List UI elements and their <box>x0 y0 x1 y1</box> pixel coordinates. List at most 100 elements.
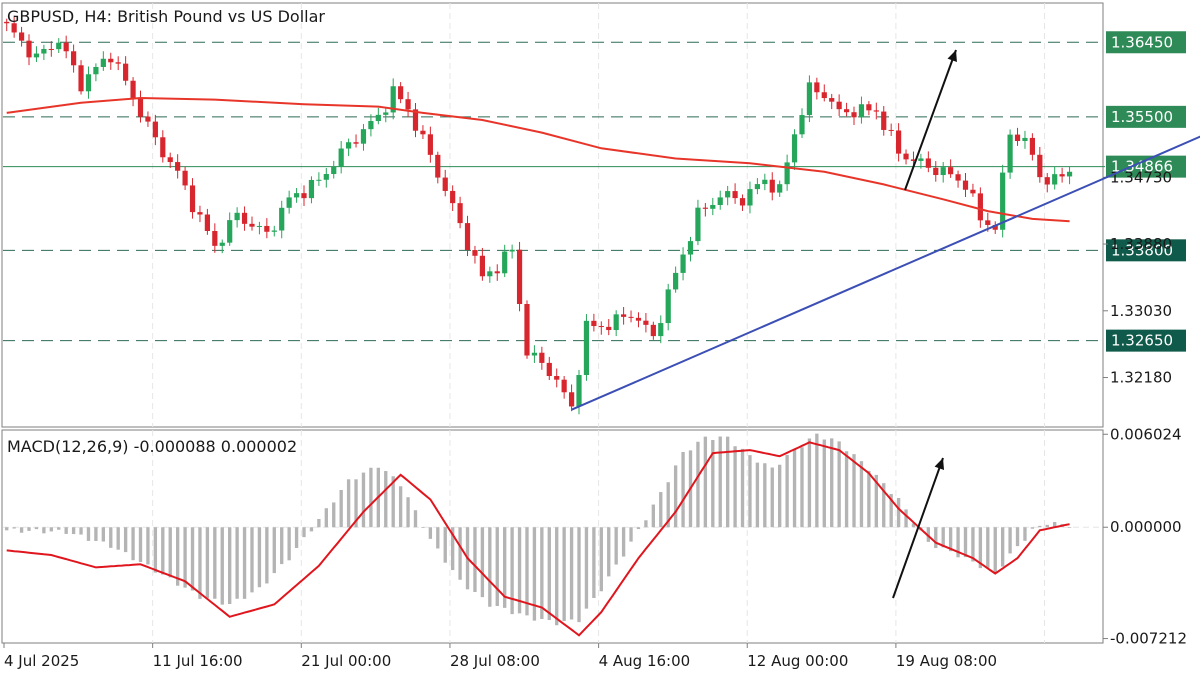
candle-body <box>821 92 827 99</box>
candle-body <box>93 66 99 75</box>
price-arrow-shaft <box>904 49 957 191</box>
candle-body <box>658 323 664 337</box>
candle-body <box>234 212 240 221</box>
macd-title: MACD(12,26,9) -0.000088 0.000002 <box>7 437 297 456</box>
candle-body <box>48 48 54 50</box>
candle-body <box>1059 174 1065 177</box>
candle-body <box>78 65 84 92</box>
macd-panel-frame <box>1 429 1104 644</box>
candle-body <box>992 224 998 230</box>
macd-axis-label: -0.007212 <box>1110 630 1187 648</box>
candle-body <box>858 104 865 118</box>
candle-body <box>472 250 478 256</box>
candle-body <box>182 170 188 186</box>
candle-body <box>814 82 820 93</box>
candle-body <box>293 193 300 198</box>
candle-body <box>487 271 493 277</box>
macd-signal-line <box>6 441 1070 637</box>
level-tag <box>1106 105 1186 128</box>
candle-body <box>613 314 619 331</box>
candle-body <box>777 184 783 193</box>
level-tag-label: 1.33800 <box>1111 241 1173 259</box>
candle-body <box>1007 134 1013 173</box>
level-tag <box>1106 31 1186 54</box>
macd-arrow-head <box>934 458 945 471</box>
candle-body <box>739 198 746 206</box>
macd-arrow-shaft <box>892 457 944 599</box>
candle-body <box>635 317 642 321</box>
candle-body <box>56 42 62 50</box>
candle-body <box>398 86 404 100</box>
candle-body <box>576 375 582 407</box>
candle-body <box>390 86 396 113</box>
candle-body <box>353 142 359 144</box>
candle-body <box>799 115 805 135</box>
candle-body <box>368 121 374 130</box>
candle-body <box>137 98 144 117</box>
candle-body <box>910 159 917 161</box>
candle-body <box>1022 137 1028 142</box>
candle-body <box>888 129 894 131</box>
price-axis-label: 1.32180 <box>1110 369 1172 387</box>
candle-body <box>1000 172 1006 230</box>
time-axis-label: 11 Jul 16:00 <box>153 652 243 670</box>
candle-body <box>918 158 924 161</box>
candle-body <box>725 191 731 198</box>
candle-body <box>843 109 850 113</box>
candle-body <box>405 99 411 110</box>
candle-body <box>383 112 389 115</box>
time-axis-label: 19 Aug 08:00 <box>896 652 997 670</box>
level-tag-label: 1.35500 <box>1111 108 1173 126</box>
candle-body <box>784 162 790 185</box>
candle-body <box>26 40 32 58</box>
candle-body <box>286 197 292 208</box>
candle-body <box>256 225 263 227</box>
candle-body <box>732 191 738 199</box>
candle-body <box>160 137 166 158</box>
candle-body <box>628 316 634 318</box>
candle-body <box>175 162 181 171</box>
candle-body <box>11 23 17 33</box>
candle-body <box>561 379 567 393</box>
candle-body <box>568 392 575 407</box>
moving-average-line <box>6 96 1070 223</box>
candle-body <box>650 324 656 337</box>
candle-body <box>531 352 538 356</box>
candle-body <box>123 63 129 81</box>
candle-body <box>1037 154 1043 178</box>
candle-body <box>33 53 40 58</box>
candle-body <box>494 271 500 274</box>
candle-body <box>1066 171 1073 177</box>
candle-body <box>479 255 485 277</box>
candle-body <box>420 130 426 135</box>
price-axis-label: 1.33880 <box>1110 235 1172 253</box>
candle-body <box>18 32 25 41</box>
candle-body <box>873 110 879 112</box>
candle-body <box>212 230 218 246</box>
price-arrow-head <box>947 50 957 63</box>
price-panel-frame <box>1 2 1104 428</box>
candle-body <box>71 51 77 66</box>
candle-body <box>591 320 597 327</box>
candle-body <box>970 189 976 194</box>
candle-body <box>338 148 344 167</box>
price-axis-label: 1.34730 <box>1110 168 1172 186</box>
candle-body <box>985 220 991 225</box>
candle-body <box>4 21 10 24</box>
candle-body <box>962 180 969 190</box>
candle-body <box>903 153 909 160</box>
candle-body <box>762 179 768 185</box>
candle-body <box>167 157 173 163</box>
candle-body <box>977 193 983 221</box>
candle-body <box>554 376 560 380</box>
candle-body <box>323 174 329 180</box>
candle-body <box>866 104 872 111</box>
candle-body <box>769 179 775 193</box>
time-axis-label: 21 Jul 00:00 <box>301 652 391 670</box>
level-tag-label: 1.36450 <box>1111 33 1173 51</box>
candle-body <box>539 352 545 363</box>
level-tag <box>1106 239 1186 262</box>
candle-body <box>940 167 946 176</box>
candle-body <box>1029 137 1035 155</box>
candle-body <box>933 167 939 176</box>
